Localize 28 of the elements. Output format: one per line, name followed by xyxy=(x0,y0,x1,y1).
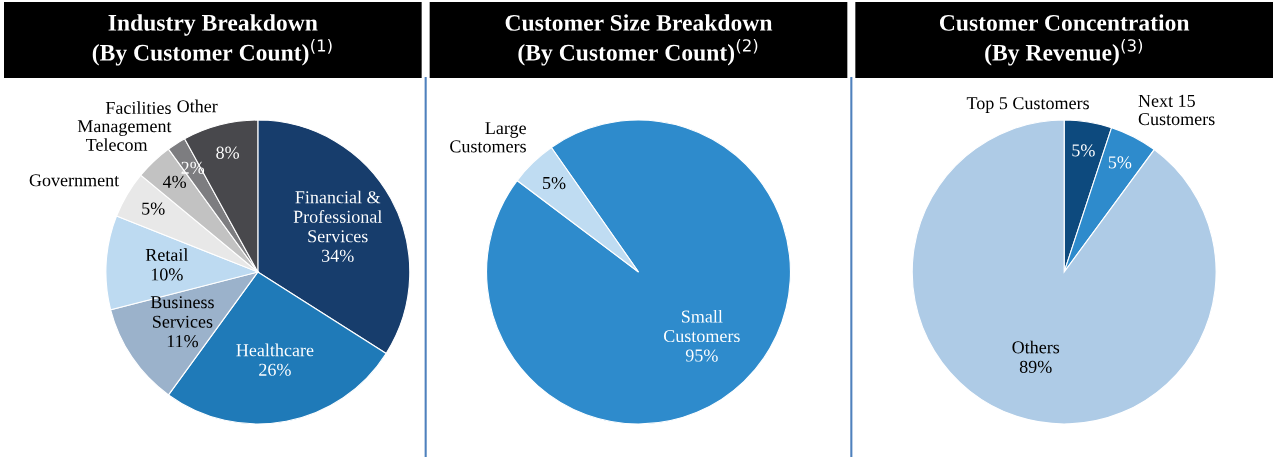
data-label: 89% xyxy=(1019,360,1052,373)
slice-label: Telecom xyxy=(86,138,148,151)
slice-label: Large Customers xyxy=(450,122,526,153)
slice-label: Top 5 Customers xyxy=(966,97,1089,113)
data-label: 5% xyxy=(1072,144,1095,157)
data-label: 5% xyxy=(543,176,566,190)
chart-title: Customer Size Breakdown (By Customer Count)$^{(2)}$ xyxy=(505,14,773,66)
slice-label: Small Customers xyxy=(663,309,740,343)
data-label: 8% xyxy=(216,146,240,159)
slice-label: Government xyxy=(29,174,120,187)
slice-label: Healthcare xyxy=(236,343,314,357)
data-label: 34% xyxy=(322,249,354,262)
slice-label: Other xyxy=(177,99,218,113)
chart-title: Industry Breakdown (By Customer Count)$^{(1)}$ xyxy=(92,14,332,66)
data-label: 10% xyxy=(151,268,183,281)
data-label: 5% xyxy=(1108,156,1132,169)
slice-label: Facilities Management xyxy=(77,101,172,136)
data-label: 11% xyxy=(167,335,199,348)
slice-label: Business Services xyxy=(150,296,214,328)
slice-label: Retail xyxy=(145,248,189,262)
data-label: 26% xyxy=(259,363,291,376)
slice-label: Financial & Professional Services xyxy=(293,190,382,243)
slice-label: Next 15 Customers xyxy=(1138,94,1215,126)
slice-label: Others xyxy=(1012,340,1060,354)
data-label: 5% xyxy=(142,202,165,215)
chart-title: Customer Concentration (By Revenue)$^{(3)}$ xyxy=(939,14,1190,66)
data-label: 95% xyxy=(685,349,718,362)
data-label: 4% xyxy=(162,175,187,188)
